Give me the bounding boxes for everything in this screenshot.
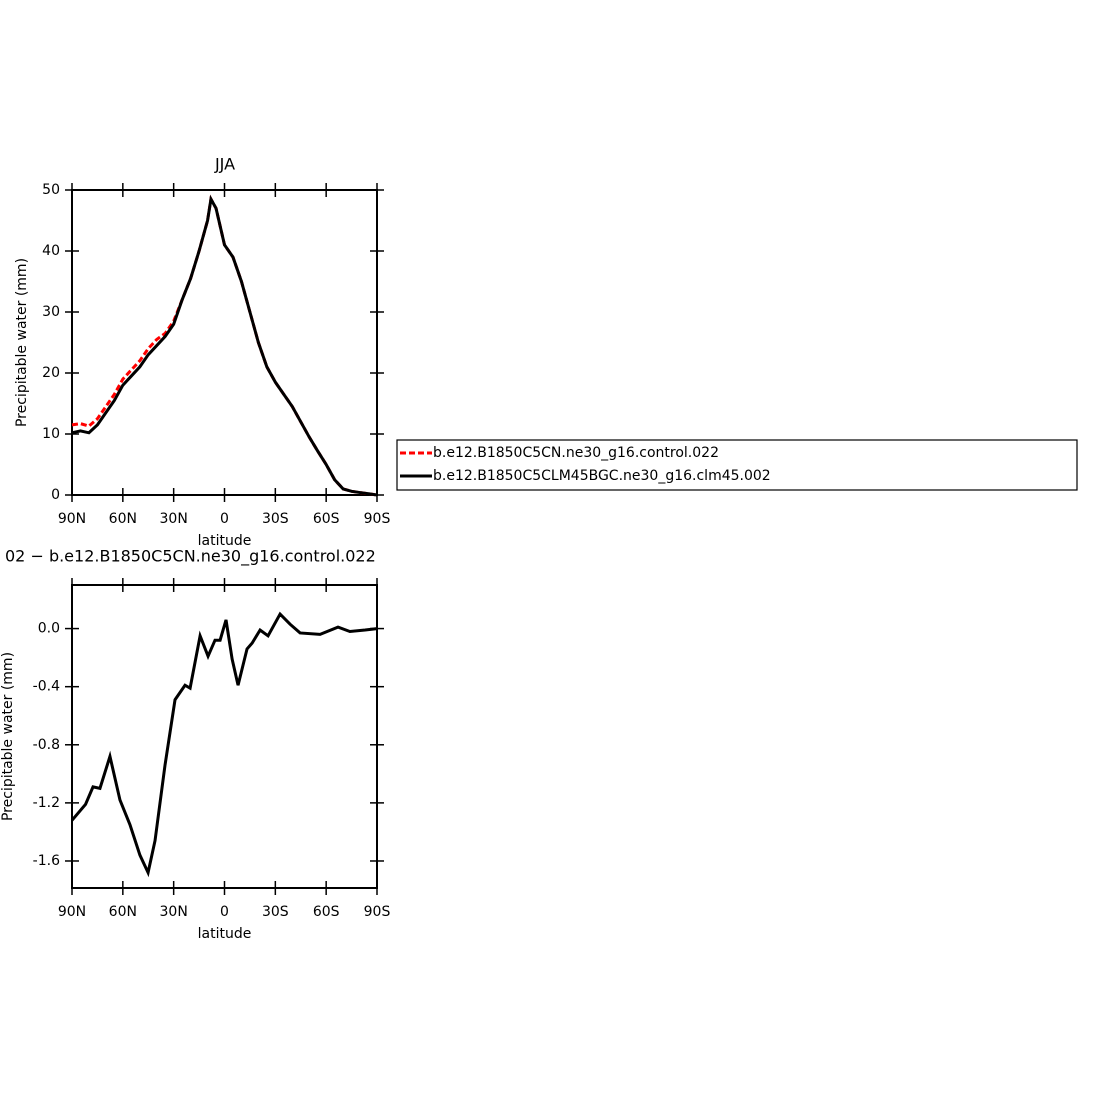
x-tick-label: 90S [364, 511, 391, 527]
x-tick-label: 30S [262, 904, 289, 920]
x-axis-label: latitude [198, 533, 252, 549]
x-tick-label: 60S [313, 511, 340, 527]
x-tick-label: 30N [160, 904, 188, 920]
y-tick-label: 10 [42, 426, 60, 442]
y-tick-label: -1.6 [33, 853, 60, 869]
x-axis-label: latitude [198, 926, 252, 942]
y-tick-label: -0.4 [33, 679, 60, 695]
y-tick-label: -0.8 [33, 737, 60, 753]
y-tick-label: 20 [42, 365, 60, 381]
y-axis-label: Precipitable water (mm) [0, 652, 16, 821]
x-tick-label: 0 [220, 904, 229, 920]
y-tick-label: 30 [42, 304, 60, 320]
plot-frame [71, 189, 378, 496]
x-tick-label: 30S [262, 511, 289, 527]
legend-label: b.e12.B1850C5CN.ne30_g16.control.022 [433, 445, 719, 461]
x-tick-label: 90S [364, 904, 391, 920]
x-tick-label: 60N [109, 904, 137, 920]
x-tick-label: 30N [160, 511, 188, 527]
y-axis-label: Precipitable water (mm) [14, 258, 30, 427]
chart-title: JJA [214, 155, 235, 174]
y-tick-label: 0 [51, 487, 60, 503]
plot-frame [71, 584, 378, 889]
y-tick-label: -1.2 [33, 795, 60, 811]
chart-title: 02 − b.e12.B1850C5CN.ne30_g16.control.02… [5, 547, 376, 567]
x-tick-label: 90N [58, 904, 86, 920]
x-tick-label: 60S [313, 904, 340, 920]
x-tick-label: 0 [220, 511, 229, 527]
x-tick-label: 60N [109, 511, 137, 527]
y-tick-label: 40 [42, 243, 60, 259]
data-line [70, 611, 378, 878]
legend-label: b.e12.B1850C5CLM45BGC.ne30_g16.clm45.002 [433, 468, 771, 484]
y-tick-label: 50 [42, 182, 60, 198]
data-line [71, 194, 378, 497]
legend-box [396, 439, 1078, 491]
x-tick-label: 90N [58, 511, 86, 527]
y-tick-label: 0.0 [38, 621, 60, 637]
